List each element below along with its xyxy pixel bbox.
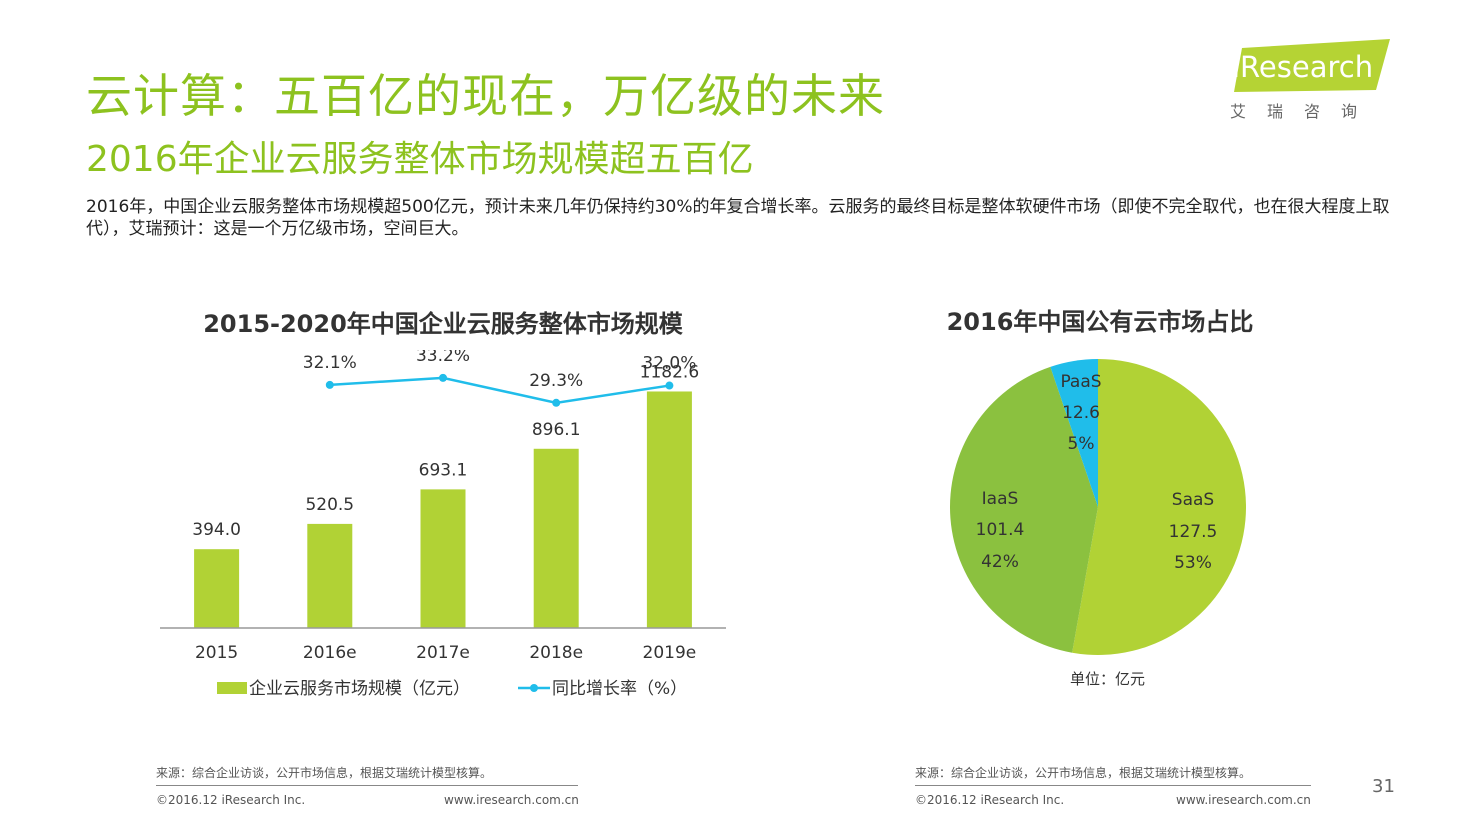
x-tick-label: 2018e: [529, 643, 583, 663]
logo-subtitle: 艾瑞咨询: [1230, 102, 1379, 121]
pie-slice-saas: [1072, 359, 1246, 655]
growth-rate-label: 33.2%: [416, 350, 470, 366]
growth-rate-point: [325, 380, 334, 389]
bar-value-label: 1182.6: [640, 362, 699, 382]
bar-value-label: 693.1: [419, 460, 468, 480]
x-tick-label: 2016e: [303, 643, 357, 663]
legend-bar-swatch: [217, 682, 247, 694]
footer-website-left[interactable]: www.iresearch.com.cn: [444, 793, 579, 807]
footer-divider-right: [915, 785, 1311, 786]
pie-slice-value: 12.6: [1062, 403, 1100, 423]
growth-rate-label: 29.3%: [529, 371, 583, 391]
logo-badge-icon: iResearch: [1232, 39, 1390, 92]
pie-slice-name: PaaS: [1060, 372, 1101, 392]
bar-value-label: 520.5: [305, 495, 354, 515]
x-tick-label: 2019e: [643, 643, 697, 663]
footer-divider-left: [156, 785, 578, 786]
page-number: 31: [1372, 776, 1395, 797]
bar-value-label: 896.1: [532, 420, 581, 440]
pie-slice-value: 127.5: [1169, 522, 1218, 542]
bar-chart-title: 2015-2020年中国企业云服务整体市场规模: [203, 310, 683, 338]
x-tick-label: 2015: [195, 643, 238, 663]
pie-chart: SaaS 127.5 53% IaaS 101.4 42% PaaS 12.6 5% 单位：亿元: [949, 359, 1246, 688]
pie-slice-iaas: [949, 366, 1098, 653]
growth-rate-point: [439, 373, 447, 382]
footer-website-right[interactable]: www.iresearch.com.cn: [1176, 793, 1311, 807]
brand-logo: iResearch: [1224, 38, 1394, 92]
legend-line-marker: [530, 684, 538, 692]
intro-paragraph: 2016年，中国企业云服务整体市场规模超500亿元，预计未来几年仍保持约30%的…: [86, 197, 1390, 239]
logo-text: iResearch: [1232, 50, 1373, 84]
bar-2015: [194, 549, 240, 628]
growth-rate-label: 32.0%: [642, 354, 696, 374]
pie-slice-name: IaaS: [982, 489, 1019, 509]
pie-chart-title: 2016年中国公有云市场占比: [946, 308, 1254, 336]
footer-copyright-right: ©2016.12 iResearch Inc.: [915, 793, 1065, 807]
growth-rate-label: 32.1%: [303, 353, 357, 373]
page-title: 云计算：五百亿的现在，万亿级的未来: [86, 69, 885, 123]
pie-slice-name: SaaS: [1172, 490, 1214, 510]
pie-slice-paas: [1050, 359, 1098, 507]
pie-slice-percent: 5%: [1068, 434, 1095, 454]
growth-rate-point: [552, 398, 561, 407]
bar-value-label: 394.0: [192, 520, 241, 540]
bar-line-chart: 394.0 2015 520.5 2016e 693.1 2017e 896.1 2018e 1…: [160, 350, 726, 699]
pie-slice-percent: 53%: [1174, 553, 1212, 573]
bar-2018e: [533, 448, 579, 628]
footer-source-right: 来源：综合企业访谈，公开市场信息，根据艾瑞统计模型核算。: [915, 766, 1252, 780]
bar-2016e: [307, 523, 353, 628]
pie-slice-percent: 42%: [981, 552, 1019, 572]
growth-rate-line: [329, 376, 670, 405]
bar-2019e: [646, 391, 692, 628]
page-subtitle: 2016年企业云服务整体市场规模超五百亿: [86, 139, 754, 180]
legend-line-label: 同比增长率（%）: [552, 679, 687, 699]
legend-bar-label: 企业云服务市场规模（亿元）: [249, 679, 470, 699]
pie-unit-note: 单位：亿元: [1070, 670, 1145, 688]
footer-source-left: 来源：综合企业访谈，公开市场信息，根据艾瑞统计模型核算。: [156, 766, 493, 780]
bar-2017e: [420, 489, 466, 628]
pie-slice-value: 101.4: [976, 520, 1025, 540]
footer-copyright-left: ©2016.12 iResearch Inc.: [156, 793, 306, 807]
growth-rate-point: [665, 381, 674, 390]
x-tick-label: 2017e: [416, 643, 470, 663]
